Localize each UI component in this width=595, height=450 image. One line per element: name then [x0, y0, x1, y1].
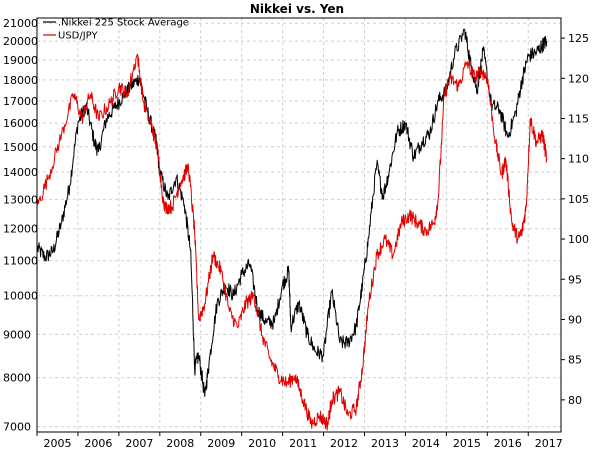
left-tick-label: 18000	[3, 74, 38, 87]
x-axis-ticks: 2005 2006 2007 2008 2009 2010 2011 2012 2013 2014…	[36, 432, 563, 450]
x-tick-label: 2016	[494, 437, 522, 450]
left-tick-label: 15000	[3, 141, 38, 154]
left-tick-label: 14000	[3, 166, 38, 179]
x-tick-label: 2012	[330, 437, 358, 450]
left-tick-label: 16000	[3, 117, 38, 130]
left-tick-label: 21000	[3, 17, 38, 30]
right-tick-label: 95	[568, 273, 582, 286]
x-tick-label: 2011	[289, 437, 317, 450]
legend-label-nikkei: .Nikkei 225 Stock Average	[58, 18, 189, 29]
right-tick-label: 105	[568, 193, 589, 206]
right-tick-label: 120	[568, 72, 589, 85]
left-tick-label: 19000	[3, 54, 38, 67]
left-tick-label: 9000	[3, 328, 31, 341]
series-line-nikkei	[36, 28, 548, 397]
grid-lines	[37, 18, 561, 432]
legend-label-usdjpy: USD/JPY	[58, 31, 98, 42]
x-tick-label: 2006	[84, 437, 112, 450]
left-tick-label: 20000	[3, 35, 38, 48]
x-tick-label: 2010	[248, 437, 276, 450]
right-axis-ticks: 80 85 90 95 100 105 110 115 120 125	[561, 32, 589, 407]
x-tick-label: 2017	[535, 437, 563, 450]
chart-title: Nikkei vs. Yen	[250, 2, 344, 16]
series-line-usdjpy	[36, 53, 548, 431]
left-tick-label: 13000	[3, 193, 38, 206]
x-tick-label: 2014	[412, 437, 440, 450]
right-tick-label: 100	[568, 233, 589, 246]
plot-frame	[36, 17, 562, 433]
right-tick-label: 80	[568, 394, 582, 407]
series-layer	[36, 28, 548, 431]
right-tick-label: 85	[568, 354, 582, 367]
x-tick-label: 2015	[453, 437, 481, 450]
left-tick-label: 8000	[3, 372, 31, 385]
left-tick-label: 12000	[3, 223, 38, 236]
right-tick-label: 125	[568, 32, 589, 45]
left-tick-label: 11000	[3, 255, 38, 268]
left-axis-ticks: 7000 8000 9000 10000 11000 12000 13000 14000 150…	[3, 17, 38, 434]
right-tick-label: 115	[568, 112, 589, 125]
x-tick-label: 2007	[125, 437, 153, 450]
left-tick-label: 7000	[3, 421, 31, 434]
right-tick-label: 110	[568, 153, 589, 166]
x-tick-label: 2009	[207, 437, 235, 450]
left-tick-label: 17000	[3, 95, 38, 108]
x-tick-label: 2013	[371, 437, 399, 450]
left-tick-label: 10000	[3, 290, 38, 303]
x-tick-label: 2005	[43, 437, 71, 450]
x-tick-label: 2008	[166, 437, 194, 450]
right-tick-label: 90	[568, 313, 582, 326]
legend: .Nikkei 225 Stock Average USD/JPY	[43, 18, 189, 42]
